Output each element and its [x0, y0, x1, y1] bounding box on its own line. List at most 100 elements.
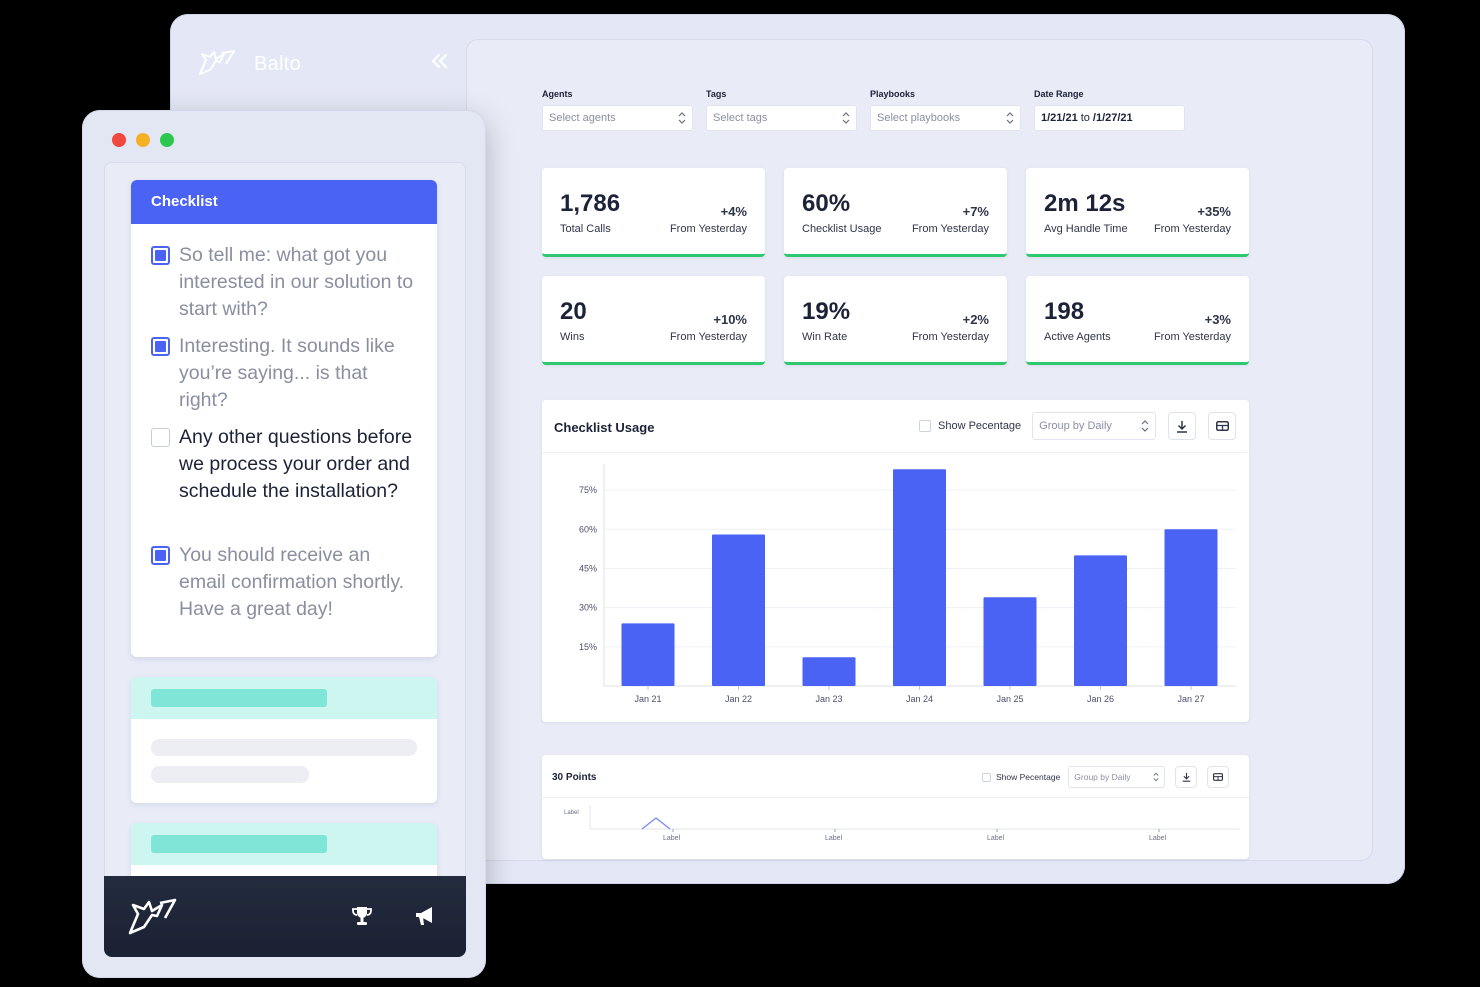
table-icon	[1215, 421, 1229, 431]
date-range-filter: Date Range 1/21/21 to /1/27/21	[1034, 89, 1185, 131]
y-tick-label: 45%	[579, 563, 597, 573]
tags-filter-label: Tags	[706, 89, 727, 99]
points-panel: 30 Points Show Pecentage Group by Daily …	[542, 755, 1249, 859]
checkbox-checked[interactable]	[151, 337, 170, 356]
group-by-select[interactable]: Group by Daily	[1068, 766, 1166, 788]
stat-value: 2m 12s	[1044, 190, 1126, 217]
checkbox-checked[interactable]	[151, 546, 170, 565]
agents-select[interactable]: Select agents	[542, 105, 693, 131]
tags-select[interactable]: Select tags	[706, 105, 857, 131]
stat-comparison: From Yesterday	[1153, 331, 1231, 343]
bar	[802, 657, 856, 686]
agents-filter-label: Agents	[542, 89, 573, 99]
points-title: 30 Points	[552, 772, 597, 783]
close-window-dot[interactable]	[112, 133, 126, 147]
placeholder-header	[131, 823, 437, 865]
x-tick-label: Jan 27	[1177, 694, 1204, 704]
agents-select-placeholder: Select agents	[549, 112, 616, 124]
megaphone-icon[interactable]	[413, 905, 437, 932]
stat-delta: +2%	[962, 312, 989, 327]
checklist-screen: Checklist So tell me: what got you inter…	[104, 162, 466, 957]
select-arrows-icon	[1153, 772, 1159, 782]
checkbox-checked[interactable]	[151, 246, 170, 265]
maximize-window-dot[interactable]	[160, 133, 174, 147]
dashboard-window: Balto Agents Select agents Tags Select t…	[170, 14, 1405, 884]
stat-card-total-calls[interactable]: 1,786 Total Calls +4% From Yesterday	[542, 168, 765, 257]
bar	[712, 534, 765, 686]
download-button[interactable]	[1175, 766, 1198, 788]
checklist-usage-panel: Checklist Usage Show Pecentage Group by …	[542, 400, 1249, 722]
bar	[893, 469, 946, 686]
agents-filter: Agents Select agents	[542, 89, 693, 131]
download-icon	[1182, 772, 1191, 782]
balto-logo-icon[interactable]	[126, 896, 178, 941]
show-percentage-checkbox[interactable]	[982, 772, 991, 782]
points-panel-controls: Show Pecentage Group by Daily	[982, 766, 1230, 788]
table-view-button[interactable]	[1207, 766, 1230, 788]
checklist-item-text: So tell me: what got you interested in o…	[179, 244, 414, 320]
stat-label: Avg Handle Time	[1044, 223, 1128, 235]
download-button[interactable]	[1168, 412, 1197, 440]
stat-card-checklist-usage[interactable]: 60% Checklist Usage +7% From Yesterday	[784, 168, 1007, 257]
show-percentage-label: Show Pecentage	[996, 772, 1061, 782]
date-range-input[interactable]: 1/21/21 to /1/27/21	[1034, 105, 1185, 131]
group-by-value: Group by Daily	[1039, 420, 1112, 432]
playbooks-filter: Playbooks Select playbooks	[870, 89, 1021, 131]
collapse-sidebar-icon[interactable]	[428, 50, 450, 72]
playbooks-select-placeholder: Select playbooks	[877, 112, 961, 124]
stat-card-avg-handle-time[interactable]: 2m 12s Avg Handle Time +35% From Yesterd…	[1026, 168, 1249, 257]
trophy-icon[interactable]	[351, 905, 373, 932]
bar	[983, 597, 1037, 686]
table-icon	[1213, 773, 1224, 781]
panel-divider	[542, 797, 1249, 798]
checklist-item-text: Interesting. It sounds like you’re sayin…	[179, 335, 395, 411]
checklist-item[interactable]: Interesting. It sounds like you’re sayin…	[151, 333, 421, 414]
minimize-window-dot[interactable]	[136, 133, 150, 147]
table-view-button[interactable]	[1208, 412, 1237, 440]
stat-comparison: From Yesterday	[911, 223, 989, 235]
stat-comparison: From Yesterday	[1153, 223, 1231, 235]
stat-comparison: From Yesterday	[669, 223, 747, 235]
points-series-line	[641, 817, 671, 830]
tags-filter: Tags Select tags	[706, 89, 857, 131]
bar	[1074, 555, 1127, 686]
stat-card-wins[interactable]: 20 Wins +10% From Yesterday	[542, 276, 765, 365]
checklist-header: Checklist	[131, 180, 437, 224]
group-by-value: Group by Daily	[1074, 772, 1131, 782]
points-x-label: Label	[1149, 835, 1167, 842]
checklist-usage-title: Checklist Usage	[554, 420, 655, 435]
checklist-item[interactable]: You should receive an email confirmation…	[151, 542, 421, 623]
checklist-usage-chart: 15% 30% 45% 60% 75% Jan 21 Jan 22 Jan 23 Jan 24 J…	[579, 464, 1236, 704]
y-tick-label: 15%	[579, 642, 597, 652]
y-tick-label: 75%	[579, 485, 597, 495]
select-arrows-icon	[1141, 420, 1149, 432]
select-arrows-icon	[678, 112, 686, 124]
checkbox-unchecked[interactable]	[151, 428, 170, 447]
placeholder-header	[131, 677, 437, 719]
stat-card-active-agents[interactable]: 198 Active Agents +3% From Yesterday	[1026, 276, 1249, 365]
show-percentage-checkbox[interactable]	[919, 420, 931, 432]
checklist-item[interactable]: Any other questions before we process yo…	[151, 424, 421, 505]
points-x-label: Label	[825, 835, 843, 842]
panel-controls: Show Pecentage Group by Daily	[919, 412, 1237, 440]
stat-label: Win Rate	[802, 331, 848, 343]
playbooks-filter-label: Playbooks	[870, 89, 916, 99]
checklist-item[interactable]: So tell me: what got you interested in o…	[151, 242, 421, 323]
stat-value: 20	[560, 298, 587, 325]
download-icon	[1177, 420, 1188, 433]
playbooks-select[interactable]: Select playbooks	[870, 105, 1021, 131]
x-tick-label: Jan 22	[725, 694, 752, 704]
stat-comparison: From Yesterday	[911, 331, 989, 343]
stat-delta: +7%	[962, 204, 989, 219]
checklist-item-text: You should receive an email confirmation…	[179, 544, 405, 620]
stat-value: 60%	[802, 190, 851, 217]
tags-select-placeholder: Select tags	[713, 112, 768, 124]
stat-card-win-rate[interactable]: 19% Win Rate +2% From Yesterday	[784, 276, 1007, 365]
stat-label: Active Agents	[1044, 331, 1111, 343]
stat-label: Total Calls	[560, 223, 611, 235]
points-mini-chart	[589, 805, 1240, 832]
bar	[1164, 529, 1218, 686]
group-by-select[interactable]: Group by Daily	[1032, 412, 1157, 440]
date-range-to: to	[1080, 112, 1090, 124]
points-y-axis-label: Label	[564, 810, 579, 816]
